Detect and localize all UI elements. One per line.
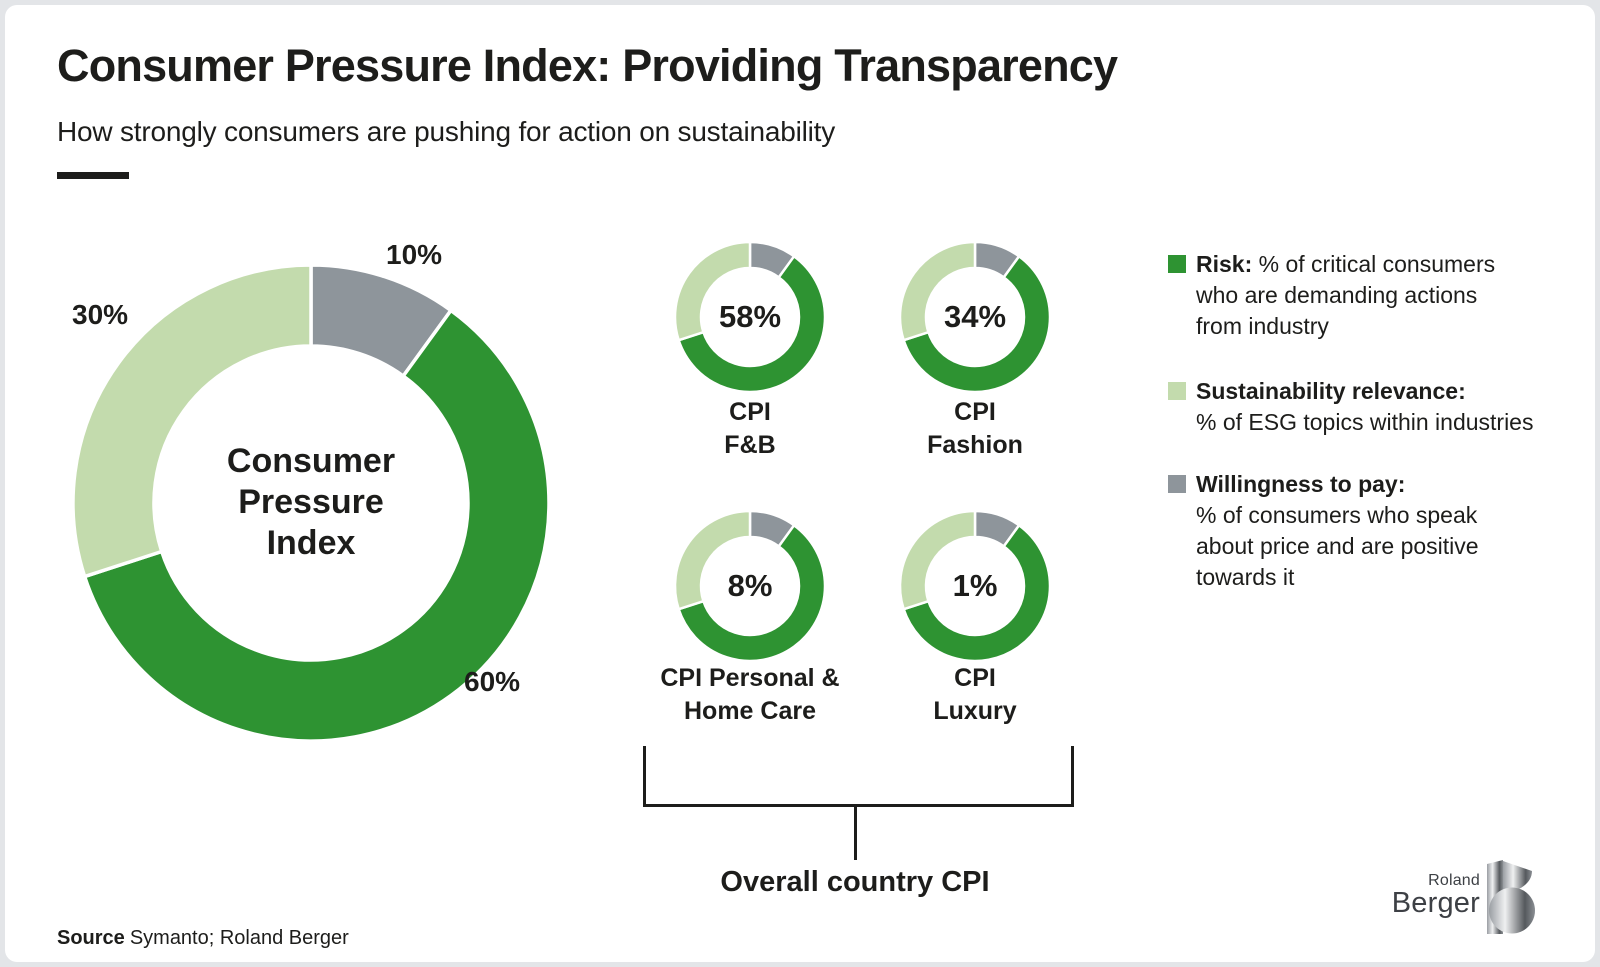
consumer-pressure-index-donut — [71, 263, 551, 743]
data-label-sustainability: 30% — [72, 299, 129, 330]
bracket-label: Overall country CPI — [720, 866, 990, 898]
donut-slice-risk — [902, 254, 1052, 394]
legend-item-sustainability: Sustainability relevance: % of ESG topic… — [1146, 376, 1566, 438]
source-line: Source Symanto; Roland Berger — [57, 927, 349, 950]
label-line: Luxury — [933, 697, 1017, 725]
donut-slice-sustainability-relevance — [71, 263, 313, 579]
donut-slice-sustainability-relevance — [673, 240, 752, 342]
legend-title: Willingness to pay: — [1196, 471, 1406, 497]
legend-title: Sustainability relevance: — [1196, 378, 1466, 404]
slide-canvas — [5, 5, 1595, 962]
donut-slice-sustainability-relevance — [898, 240, 977, 342]
source-text: Symanto; Roland Berger — [129, 927, 349, 949]
legend-title: Risk: — [1196, 251, 1253, 277]
cpi-personal-home-care-label: CPI Personal & Home Care — [610, 662, 890, 728]
donut-slice-risk — [82, 308, 551, 743]
cpi-personal-home-care-donut — [673, 509, 827, 663]
donut-slice-risk — [902, 523, 1052, 663]
sustainability-swatch — [1168, 382, 1186, 400]
cpi-fashion-value: 34% — [943, 299, 1007, 334]
source-label: Source — [57, 927, 125, 949]
cpi-fashion-label: CPI Fashion — [835, 396, 1115, 462]
label-line: CPI — [954, 664, 996, 692]
legend-item-willingness: Willingness to pay: % of consumers who s… — [1146, 469, 1566, 593]
center-label-line: Index — [266, 524, 356, 562]
label-line: CPI Personal & — [660, 664, 840, 692]
page-title: Consumer Pressure Index: Providing Trans… — [57, 40, 1118, 91]
label-line: CPI — [729, 398, 771, 426]
main-donut-center-label: Consumer Pressure Index — [161, 441, 461, 564]
donut-slice-sustainability-relevance — [898, 509, 977, 611]
grouping-bracket — [643, 746, 1074, 807]
cpi-fb-value: 58% — [718, 299, 782, 334]
cpi-personal-home-care-value: 8% — [727, 568, 773, 603]
cpi-fb-donut — [673, 240, 827, 394]
data-label-risk: 60% — [464, 666, 521, 697]
center-label-line: Pressure — [238, 483, 384, 521]
title-underline — [57, 172, 129, 179]
cpi-luxury-donut — [898, 509, 1052, 663]
legend-text-risk: Risk: % of critical consumers who are de… — [1196, 249, 1566, 342]
cpi-fashion-donut — [898, 240, 1052, 394]
logo-text-berger: Berger — [1391, 887, 1480, 919]
page-subtitle: How strongly consumers are pushing for a… — [57, 116, 836, 147]
label-line: F&B — [724, 431, 776, 459]
legend-desc: % of critical consumers who are demandin… — [1196, 251, 1496, 339]
legend-desc: % of ESG topics within industries — [1196, 409, 1534, 435]
grouping-bracket-stem — [854, 804, 857, 860]
willingness-swatch — [1168, 475, 1186, 493]
label-line: Home Care — [684, 697, 816, 725]
donut-slice-risk — [677, 254, 827, 394]
legend-text-sustainability: Sustainability relevance: % of ESG topic… — [1196, 376, 1566, 438]
risk-swatch — [1168, 255, 1186, 273]
logo-text-roland: Roland — [1428, 872, 1480, 889]
cpi-fb-label: CPI F&B — [610, 396, 890, 462]
cpi-luxury-value: 1% — [952, 568, 998, 603]
legend-text-willingness: Willingness to pay: % of consumers who s… — [1196, 469, 1566, 593]
data-label-willingness: 10% — [386, 239, 443, 270]
legend-desc: % of consumers who speak about price and… — [1196, 502, 1479, 590]
label-line: Fashion — [927, 431, 1023, 459]
cpi-luxury-label: CPI Luxury — [835, 662, 1115, 728]
legend-item-risk: Risk: % of critical consumers who are de… — [1146, 249, 1566, 342]
donut-slice-sustainability-relevance — [673, 509, 752, 611]
label-line: CPI — [954, 398, 996, 426]
roland-berger-b-icon — [1487, 860, 1535, 934]
donut-slice-risk — [677, 523, 827, 663]
center-label-line: Consumer — [226, 442, 396, 480]
